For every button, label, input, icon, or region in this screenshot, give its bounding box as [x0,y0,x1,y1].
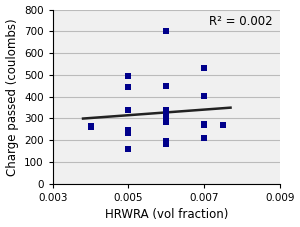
Y-axis label: Charge passed (coulombs): Charge passed (coulombs) [6,18,19,175]
Point [88,125,93,129]
Point [126,147,131,151]
Point [164,118,169,121]
Point [164,142,169,145]
Point [164,114,169,117]
Point [126,108,131,112]
Point [126,74,131,78]
Point [126,131,131,134]
Point [164,30,169,33]
Point [164,140,169,143]
Point [164,120,169,123]
Point [164,108,169,112]
Point [202,67,206,70]
Point [126,129,131,132]
Point [88,124,93,128]
Point [202,136,206,140]
Point [164,84,169,88]
Point [220,123,225,127]
X-axis label: HRWRA (vol fraction): HRWRA (vol fraction) [104,208,228,222]
Point [202,94,206,97]
Point [202,123,206,127]
Text: R² = 0.002: R² = 0.002 [209,15,273,28]
Point [126,85,131,89]
Point [202,122,206,126]
